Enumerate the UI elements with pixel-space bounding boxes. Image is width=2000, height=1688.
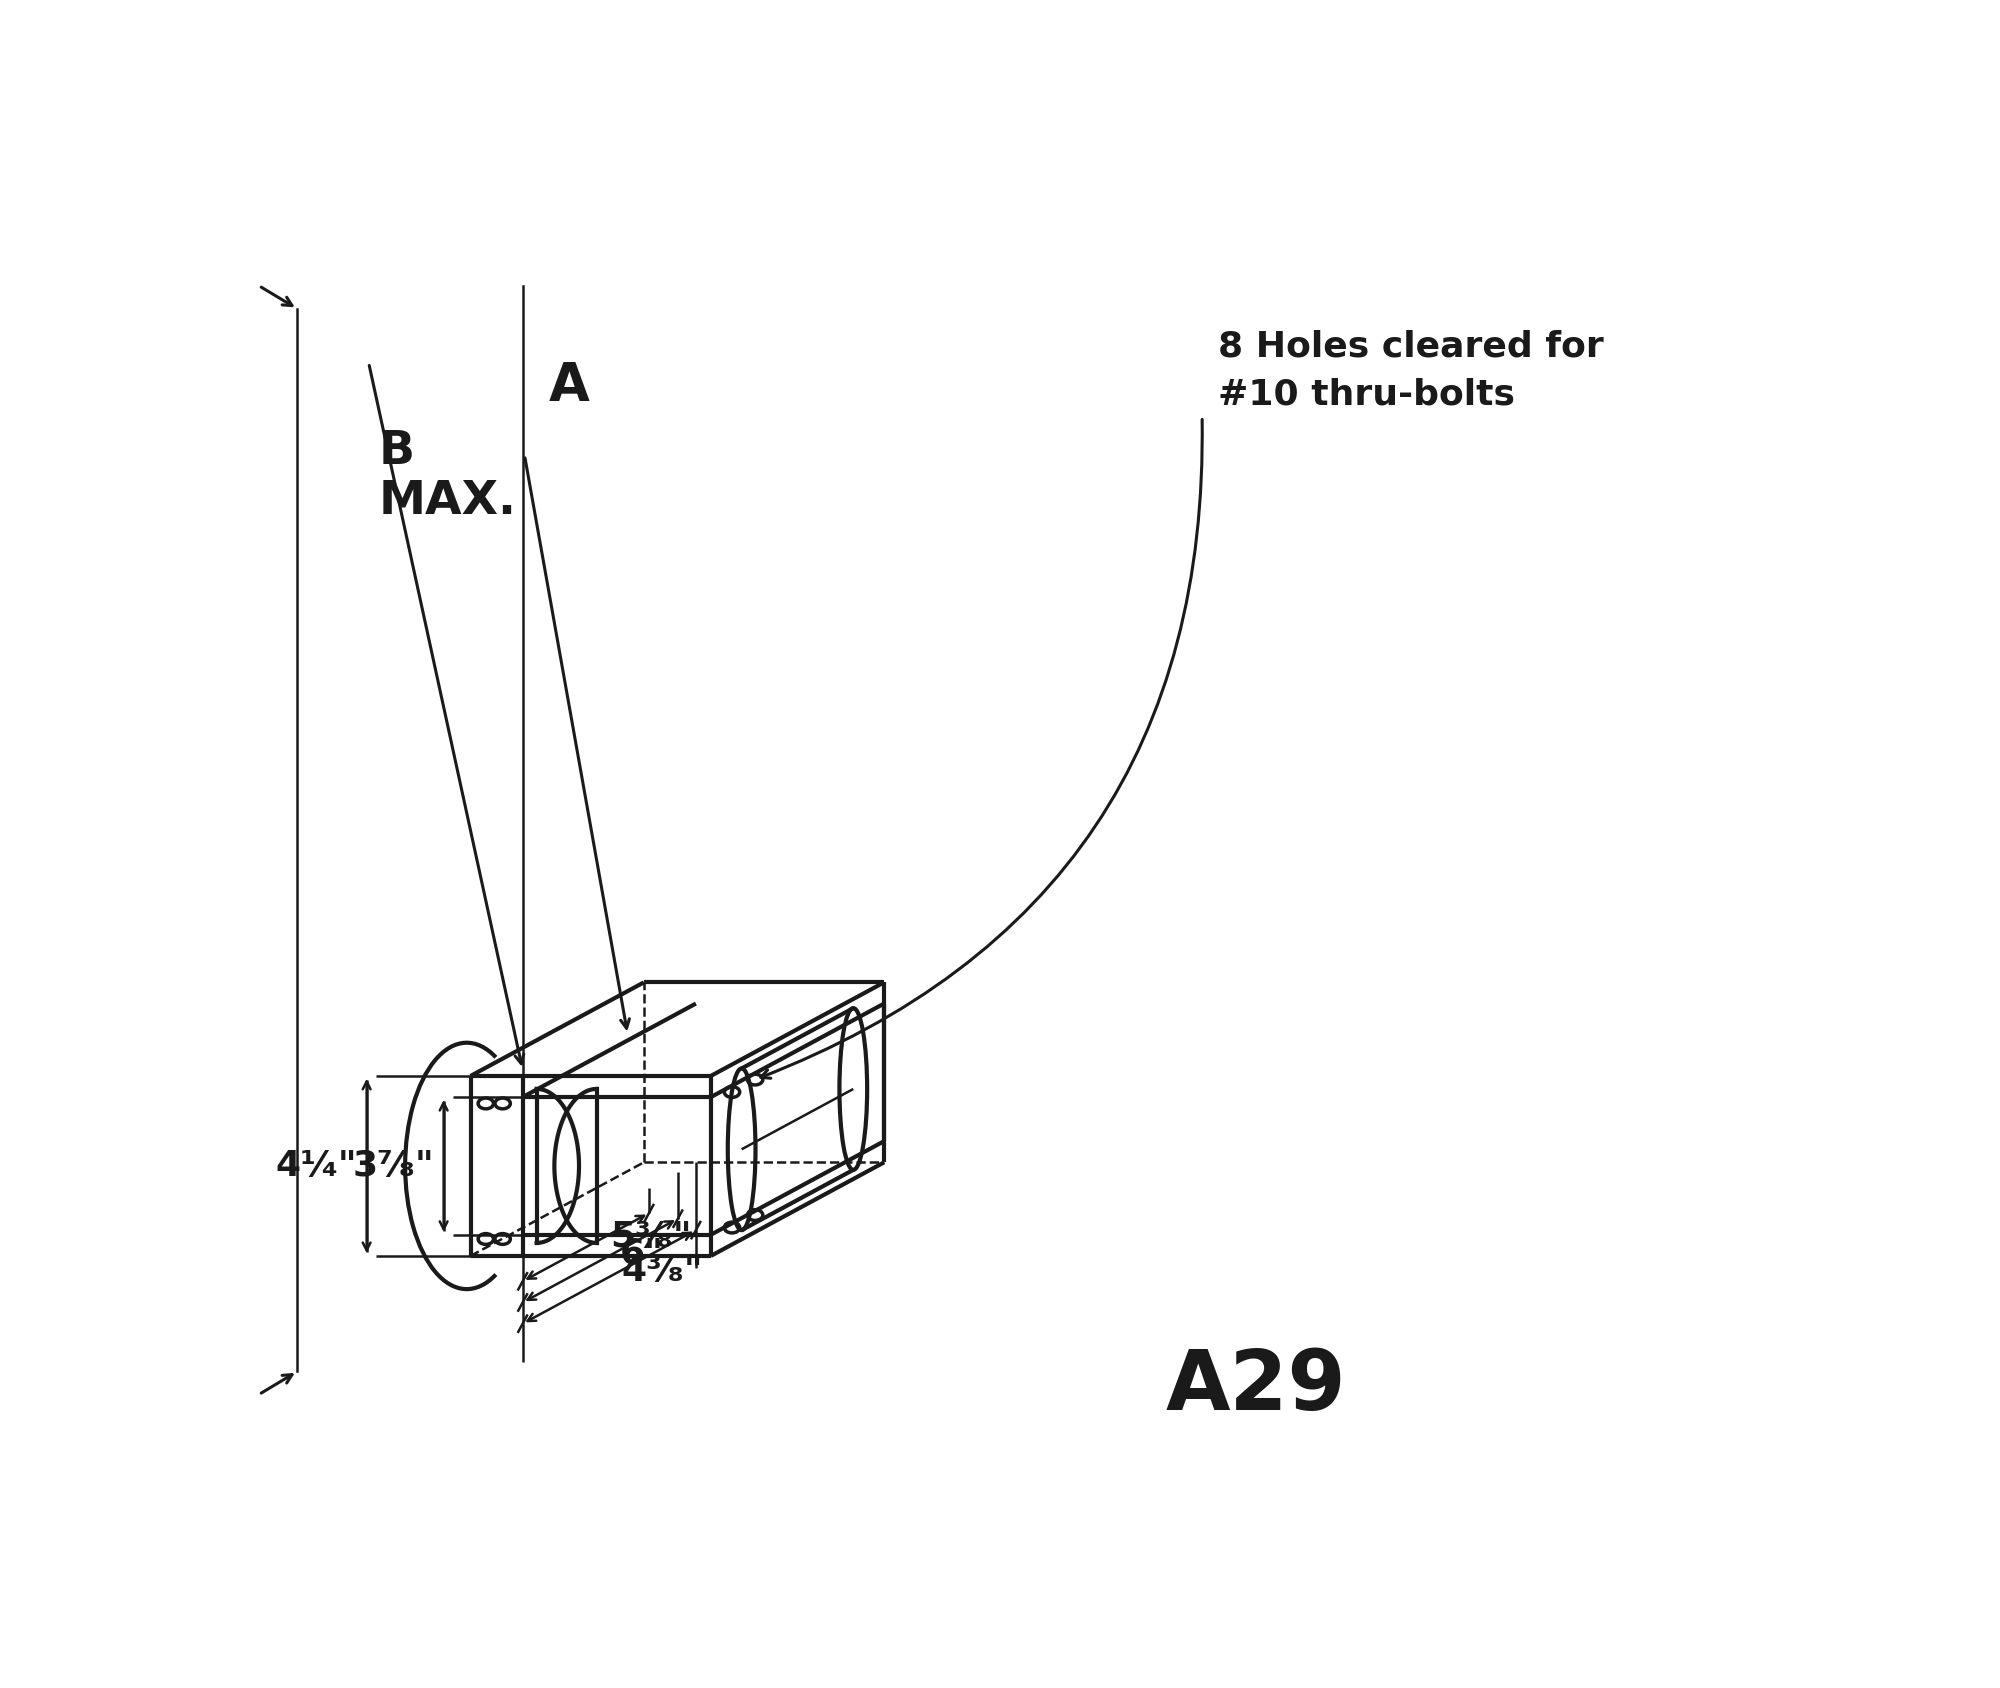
- Text: 4¹⁄₄": 4¹⁄₄": [276, 1150, 358, 1183]
- Text: A: A: [548, 360, 590, 412]
- Text: 4³⁄₈": 4³⁄₈": [622, 1254, 704, 1288]
- Text: B: B: [378, 429, 414, 474]
- Text: MAX.: MAX.: [378, 479, 516, 523]
- Text: 6": 6": [620, 1236, 664, 1269]
- Text: 5³⁄₈": 5³⁄₈": [610, 1220, 692, 1254]
- Text: 8 Holes cleared for
#10 thru-bolts: 8 Holes cleared for #10 thru-bolts: [1218, 329, 1604, 412]
- Text: 3⁷⁄₈": 3⁷⁄₈": [352, 1150, 434, 1183]
- Text: A29: A29: [1166, 1347, 1346, 1428]
